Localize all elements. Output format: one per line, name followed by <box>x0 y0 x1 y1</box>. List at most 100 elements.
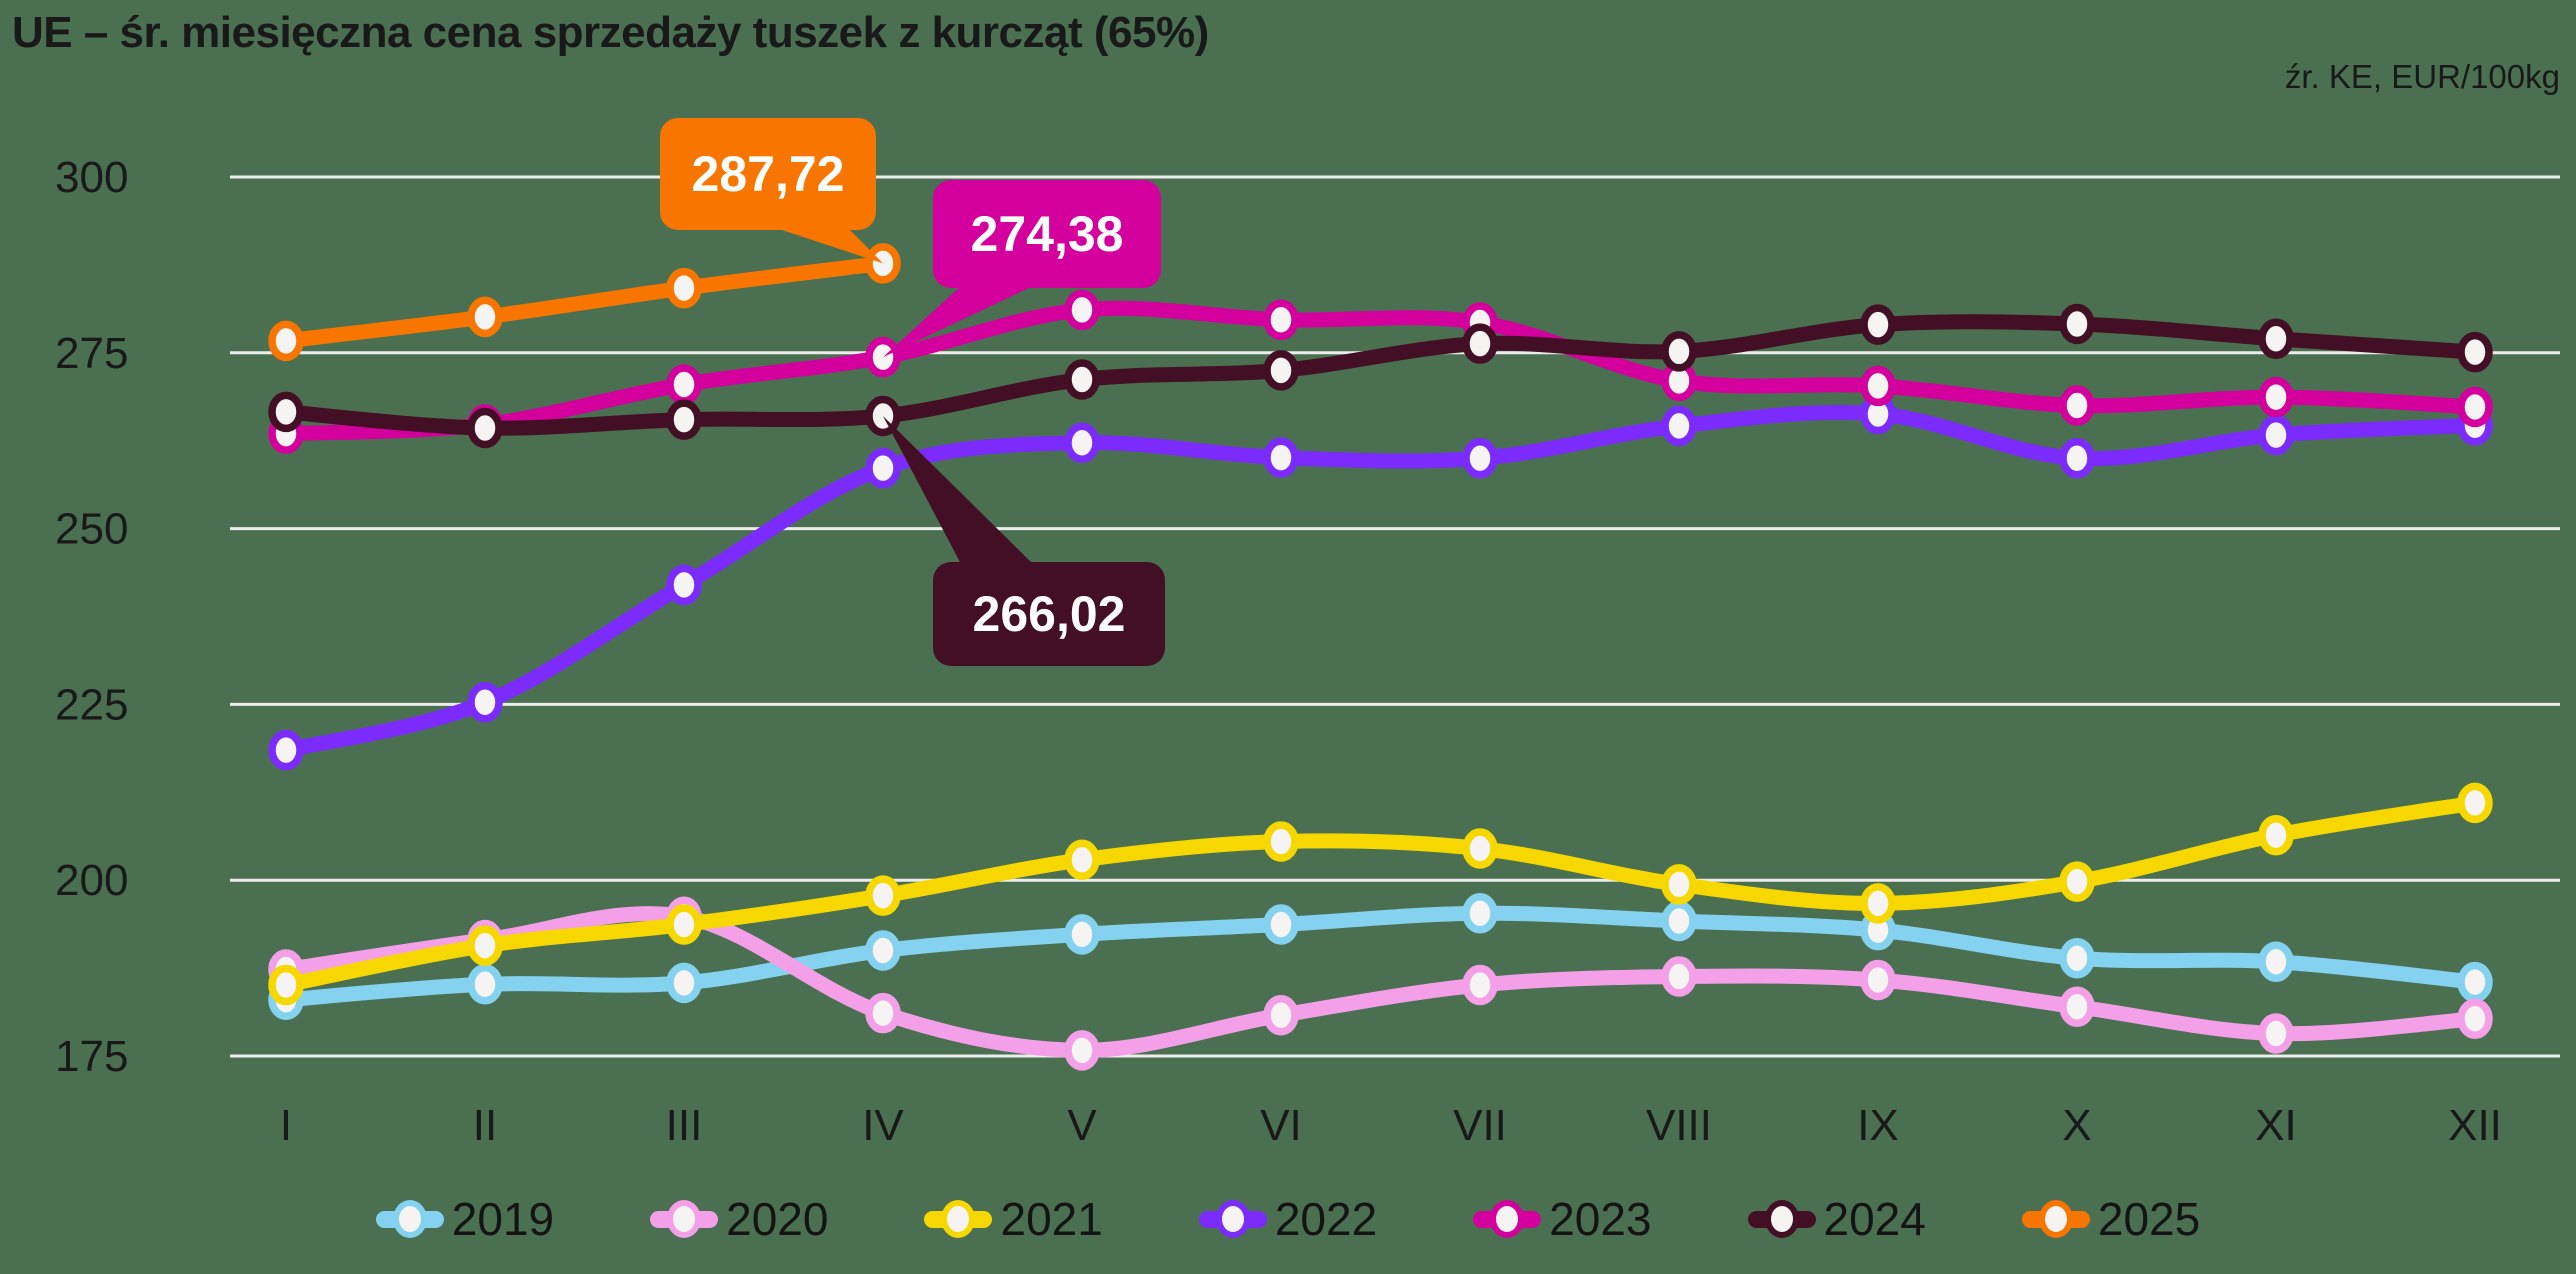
legend-marker-dot-icon <box>392 1200 427 1238</box>
legend-item-2023: 2023 <box>1473 1192 1652 1246</box>
data-point-2021 <box>1860 883 1896 924</box>
legend-label: 2025 <box>2097 1193 2201 1245</box>
data-point-2024 <box>2457 331 2493 373</box>
data-point-2021 <box>1462 828 1498 869</box>
data-point-2019 <box>2258 941 2294 983</box>
data-point-2020 <box>1064 1030 1100 1071</box>
data-point-2024 <box>1462 323 1498 364</box>
data-point-2020 <box>1860 959 1896 1001</box>
callout-box-2025 <box>660 118 876 230</box>
y-axis-label: 300 <box>55 153 128 202</box>
legend-marker-icon <box>1473 1200 1542 1238</box>
series-line-2019 <box>278 905 2483 1008</box>
data-point-2024 <box>268 391 304 433</box>
legend-label: 2020 <box>726 1193 829 1245</box>
data-point-2019 <box>2457 961 2493 1003</box>
data-point-2021 <box>1064 839 1100 881</box>
data-point-2024 <box>1661 331 1697 372</box>
data-point-2020 <box>2457 998 2493 1039</box>
legend-marker-icon <box>1747 1200 1816 1238</box>
legend-item-2025: 2025 <box>2021 1192 2201 1246</box>
data-point-2023 <box>2457 386 2493 428</box>
legend-marker-dot-icon <box>667 1200 702 1238</box>
series-line-2023 <box>278 300 2483 442</box>
y-axis-label: 175 <box>55 1032 128 1081</box>
data-point-2019 <box>865 930 901 971</box>
y-axis-label: 225 <box>55 680 128 729</box>
x-axis-label: III <box>666 1101 703 1150</box>
data-point-2022 <box>1064 422 1100 464</box>
callout-tail <box>883 415 1033 564</box>
series-line-2021 <box>278 795 2483 993</box>
callout-box-2023 <box>933 180 1161 288</box>
data-point-2019 <box>1263 904 1299 945</box>
legend-marker-icon <box>2021 1200 2090 1238</box>
data-point-2021 <box>1263 821 1299 862</box>
data-point-2024 <box>467 407 503 449</box>
legend-item-2024: 2024 <box>1747 1192 1926 1246</box>
data-point-2023 <box>1064 289 1100 331</box>
data-point-2022 <box>865 447 901 489</box>
legend-marker-icon <box>1198 1200 1267 1238</box>
data-point-2019 <box>1462 893 1498 934</box>
callout-value-2023: 274,38 <box>971 206 1124 262</box>
x-axis-label: XII <box>2448 1101 2502 1150</box>
chart-title: UE – śr. miesięczna cena sprzedaży tusze… <box>12 8 1209 57</box>
callout-value-2024: 266,02 <box>973 586 1126 642</box>
y-axis-label: 250 <box>55 505 128 554</box>
legend-label: 2022 <box>1274 1193 1378 1245</box>
legend-marker-icon <box>650 1200 719 1238</box>
source-note: źr. KE, EUR/100kg <box>2284 58 2560 95</box>
data-point-2024 <box>1263 350 1299 391</box>
data-point-2022 <box>467 682 503 723</box>
callout-value-2025: 287,72 <box>692 146 845 202</box>
data-point-2024 <box>666 399 702 440</box>
data-point-2024 <box>1064 359 1100 400</box>
data-point-2021 <box>2258 814 2294 856</box>
data-point-2025 <box>666 267 702 309</box>
data-point-2021 <box>1661 864 1697 905</box>
data-point-2024 <box>2059 303 2095 345</box>
legend-item-2022: 2022 <box>1198 1192 1378 1246</box>
chart-legend: 2019 2020 2021 2022 2023 2024 2025 <box>0 1192 2576 1246</box>
y-axis-label: 275 <box>55 329 128 378</box>
data-point-2021 <box>268 964 304 1006</box>
x-axis-label: IX <box>1857 1101 1899 1150</box>
series-line-2025 <box>278 255 891 349</box>
data-point-2024 <box>2258 318 2294 359</box>
callout-tail <box>883 286 1033 358</box>
data-point-2020 <box>1263 994 1299 1036</box>
legend-marker-icon <box>375 1200 444 1238</box>
data-point-2019 <box>666 962 702 1004</box>
legend-label: 2019 <box>451 1193 555 1245</box>
data-point-2019 <box>467 964 503 1005</box>
legend-marker-dot-icon <box>941 1200 976 1238</box>
series-line-2024 <box>278 314 2483 436</box>
data-point-2023 <box>2258 376 2294 418</box>
series-line-2022 <box>278 404 2483 758</box>
data-point-2021 <box>666 904 702 945</box>
legend-marker-icon <box>924 1200 993 1238</box>
data-point-2022 <box>1263 437 1299 478</box>
callout-box-2024 <box>933 562 1165 666</box>
data-point-2022 <box>2059 438 2095 479</box>
series-line-2020 <box>278 906 2483 1058</box>
data-point-2020 <box>1462 964 1498 1006</box>
data-point-2024 <box>1860 304 1896 345</box>
legend-item-2020: 2020 <box>650 1192 828 1246</box>
data-point-2022 <box>2258 414 2294 456</box>
x-axis-label: V <box>1067 1101 1097 1150</box>
data-point-2021 <box>2457 782 2493 824</box>
data-point-2020 <box>2059 986 2095 1028</box>
y-axis-label: 200 <box>55 856 128 905</box>
x-axis-label: II <box>473 1101 497 1150</box>
x-axis-label: IV <box>862 1101 904 1150</box>
data-point-2021 <box>467 925 503 966</box>
data-point-2022 <box>268 729 304 771</box>
legend-marker-dot-icon <box>1490 1200 1525 1238</box>
legend-marker-dot-icon <box>1215 1200 1250 1238</box>
callout-tail <box>776 228 883 264</box>
legend-label: 2021 <box>1000 1193 1103 1245</box>
